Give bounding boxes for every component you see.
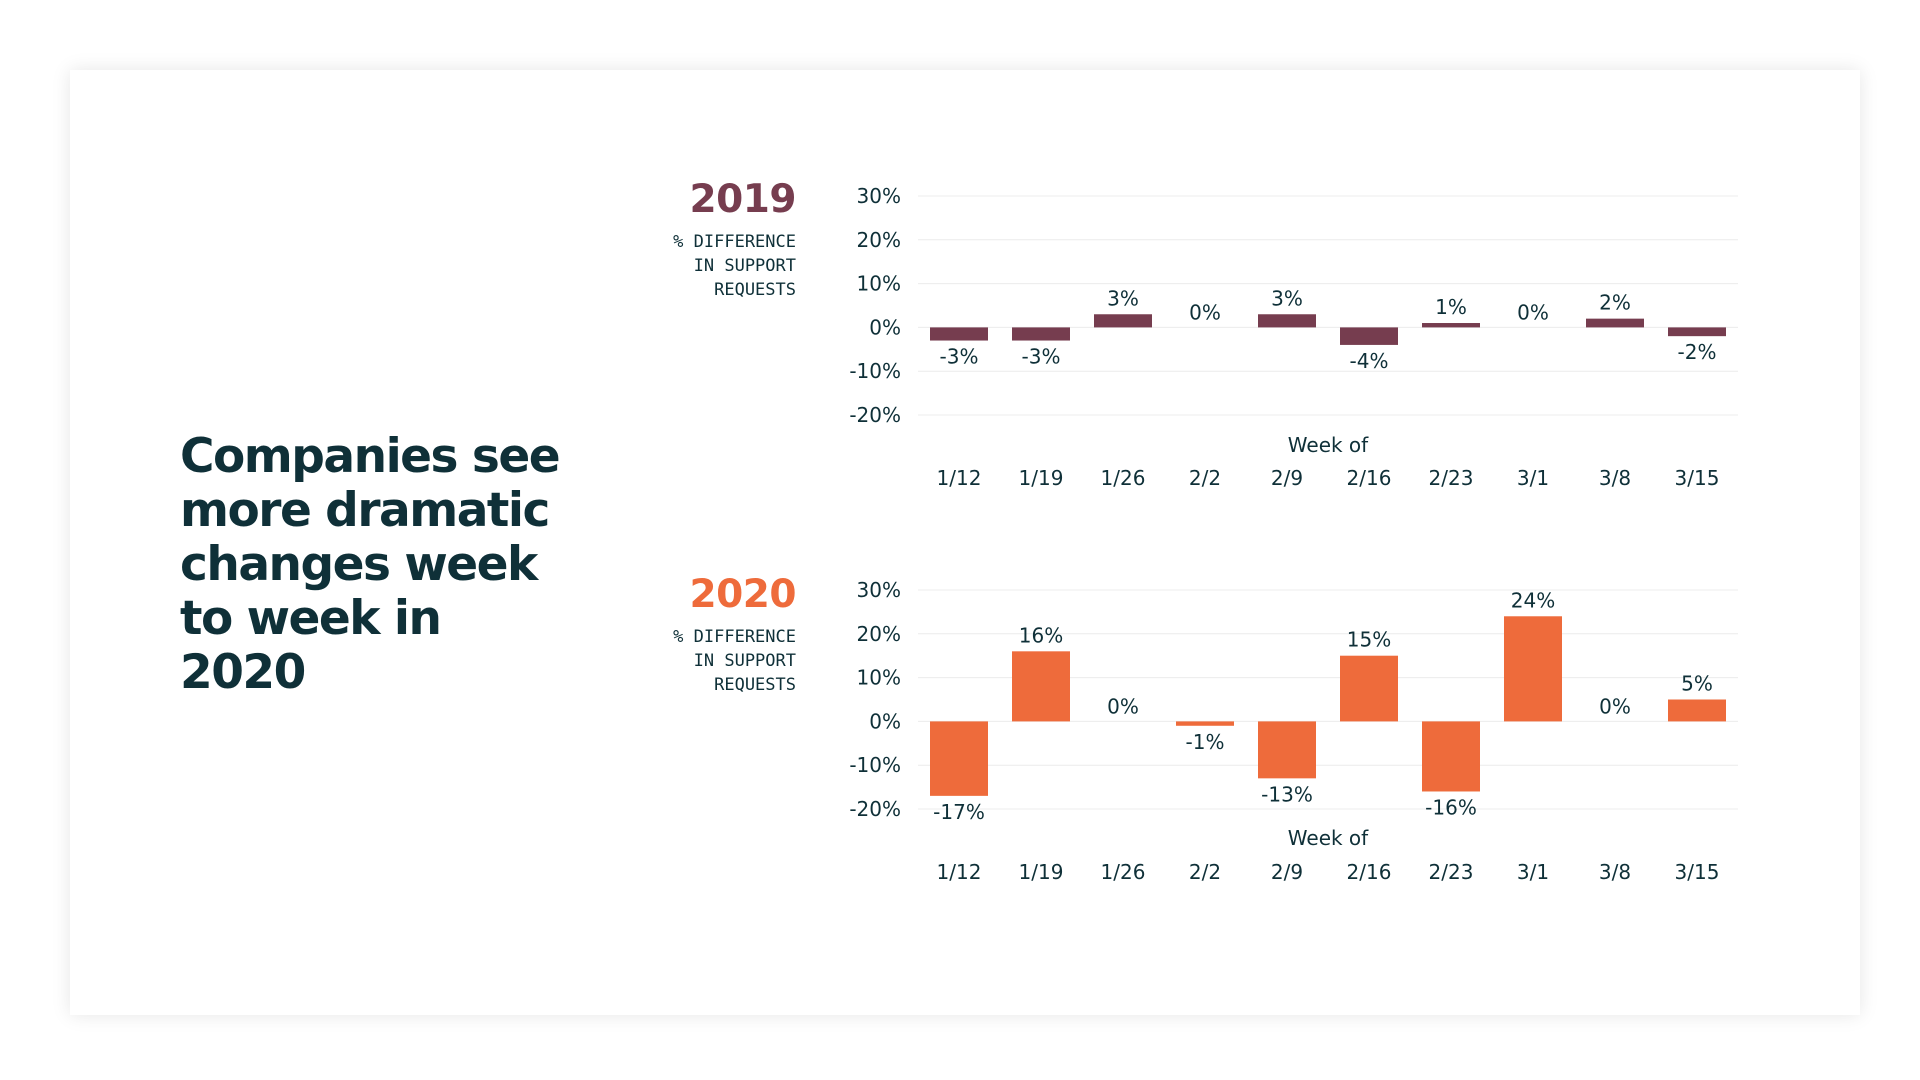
chart-2020-ylabel: % DIFFERENCE IN SUPPORT REQUESTS xyxy=(673,627,796,695)
data-label: 0% xyxy=(1107,694,1139,718)
data-label: 0% xyxy=(1599,694,1631,718)
data-label: -13% xyxy=(1261,782,1313,806)
bar xyxy=(1340,327,1398,345)
data-label: -1% xyxy=(1186,730,1225,754)
data-label: 0% xyxy=(1517,300,1549,324)
x-tick-label: 1/19 xyxy=(1019,466,1064,490)
y-tick-label: -10% xyxy=(849,753,901,777)
x-tick-label: 2/23 xyxy=(1429,466,1474,490)
bar xyxy=(1422,323,1480,328)
bar xyxy=(930,327,988,341)
x-tick-label: 3/15 xyxy=(1675,466,1720,490)
data-label: 3% xyxy=(1107,286,1139,310)
x-tick-label: 2/2 xyxy=(1189,466,1221,490)
x-tick-label: 3/1 xyxy=(1517,860,1549,884)
x-axis-title: Week of xyxy=(1288,826,1369,850)
y-tick-label: 20% xyxy=(857,228,901,252)
chart-2019-title: 2019 xyxy=(689,177,796,222)
y-tick-label: 30% xyxy=(857,578,901,602)
y-tick-label: 10% xyxy=(857,666,901,690)
x-tick-label: 3/8 xyxy=(1599,860,1631,884)
y-tick-label: -20% xyxy=(849,403,901,427)
data-label: 16% xyxy=(1019,623,1063,647)
bar xyxy=(1012,327,1070,341)
data-label: -4% xyxy=(1350,349,1389,373)
data-label: 0% xyxy=(1189,300,1221,324)
y-tick-label: 0% xyxy=(869,315,901,339)
x-tick-label: 3/1 xyxy=(1517,466,1549,490)
bar xyxy=(1012,651,1070,722)
y-tick-label: 30% xyxy=(857,184,901,208)
data-label: -2% xyxy=(1678,340,1717,364)
x-tick-label: 1/12 xyxy=(937,466,982,490)
x-axis-title: Week of xyxy=(1288,433,1369,457)
chart-2020-title: 2020 xyxy=(689,572,796,617)
data-label: 1% xyxy=(1435,295,1467,319)
chart-2020-label: 2020 % DIFFERENCE IN SUPPORT REQUESTS xyxy=(600,573,796,697)
bar xyxy=(1094,314,1152,328)
chart-2019-label: 2019 % DIFFERENCE IN SUPPORT REQUESTS xyxy=(600,178,796,302)
y-tick-label: -10% xyxy=(849,359,901,383)
data-label: 5% xyxy=(1681,672,1713,696)
bar xyxy=(1422,721,1480,792)
bar xyxy=(1504,616,1562,722)
x-tick-label: 1/26 xyxy=(1101,466,1146,490)
data-label: 24% xyxy=(1511,588,1555,612)
x-tick-label: 2/9 xyxy=(1271,860,1303,884)
data-label: 2% xyxy=(1599,291,1631,315)
bar xyxy=(1586,318,1644,328)
data-label: -3% xyxy=(1022,345,1061,369)
x-tick-label: 1/12 xyxy=(937,860,982,884)
data-label: 15% xyxy=(1347,628,1391,652)
x-tick-label: 2/16 xyxy=(1347,466,1392,490)
x-tick-label: 2/2 xyxy=(1189,860,1221,884)
x-tick-label: 2/23 xyxy=(1429,860,1474,884)
slide-card xyxy=(70,70,1860,1015)
data-label: -17% xyxy=(933,800,985,824)
y-tick-label: 10% xyxy=(857,272,901,296)
data-label: -3% xyxy=(940,345,979,369)
y-tick-label: -20% xyxy=(849,797,901,821)
x-tick-label: 2/16 xyxy=(1347,860,1392,884)
headline: Companies see more dramatic changes week… xyxy=(180,429,561,700)
bar xyxy=(1258,314,1316,328)
data-label: -16% xyxy=(1425,795,1477,819)
bar xyxy=(1340,655,1398,722)
bar xyxy=(1668,699,1726,722)
x-tick-label: 2/9 xyxy=(1271,466,1303,490)
x-tick-label: 1/19 xyxy=(1019,860,1064,884)
chart-2019-ylabel: % DIFFERENCE IN SUPPORT REQUESTS xyxy=(673,232,796,300)
x-tick-label: 1/26 xyxy=(1101,860,1146,884)
bar xyxy=(1176,721,1234,726)
y-tick-label: 20% xyxy=(857,622,901,646)
bar xyxy=(930,721,988,796)
x-tick-label: 3/8 xyxy=(1599,466,1631,490)
x-tick-label: 3/15 xyxy=(1675,860,1720,884)
y-tick-label: 0% xyxy=(869,709,901,733)
bar xyxy=(1258,721,1316,779)
bar xyxy=(1668,327,1726,337)
data-label: 3% xyxy=(1271,286,1303,310)
